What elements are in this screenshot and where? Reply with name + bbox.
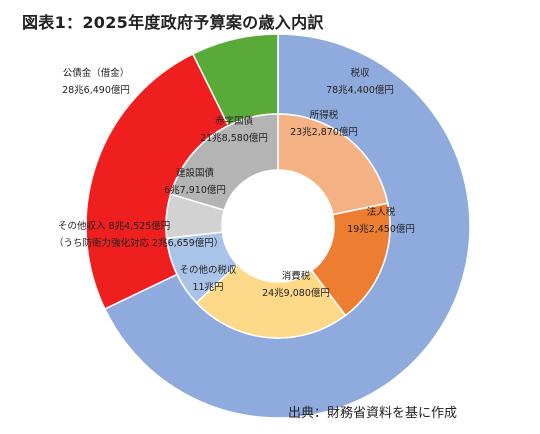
outer-label-value-2: 28兆6,490億円	[62, 84, 130, 96]
source-note: 出典：財務省資料を基に作成	[288, 406, 458, 421]
inner-slice-6	[169, 113, 279, 212]
inner-label-value-4: 11兆円	[192, 282, 223, 293]
outer-ring	[85, 33, 471, 419]
inner-label-name-3: 消費税	[282, 270, 311, 282]
outer-label-name-3: その他収入 8兆4,525億円	[58, 220, 170, 232]
outer-label-name-1: 税収	[350, 67, 370, 79]
inner-slice-3	[195, 263, 347, 339]
outer-label-name-2: 公債金（借金）	[63, 67, 130, 79]
inner-label-name-5: 建設国債	[176, 167, 215, 179]
inner-label-value-5: 6兆7,910億円	[164, 184, 226, 196]
inner-label-value-3: 24兆9,080億円	[262, 287, 330, 299]
inner-label-value-1: 23兆2,870億円	[290, 126, 358, 138]
inner-label-name-1: 所得税	[310, 109, 339, 121]
inner-label-name-6: 赤字国債	[215, 115, 254, 127]
outer-label-value-1: 78兆4,400億円	[326, 84, 394, 96]
inner-ring	[165, 113, 391, 339]
inner-label-value-6: 21兆8,580億円	[200, 132, 268, 144]
inner-label-value-2: 19兆2,450億円	[347, 223, 415, 235]
chart-title: 図表1：2025年度政府予算案の歳入内訳	[22, 13, 324, 32]
inner-slice-1	[277, 113, 389, 216]
inner-label-name-2: 法人税	[367, 206, 396, 218]
inner-label-name-4: その他の税収	[179, 264, 237, 276]
outer-label-sub-3: （うち防衛力強化対応 2兆6,659億円）	[54, 237, 223, 249]
